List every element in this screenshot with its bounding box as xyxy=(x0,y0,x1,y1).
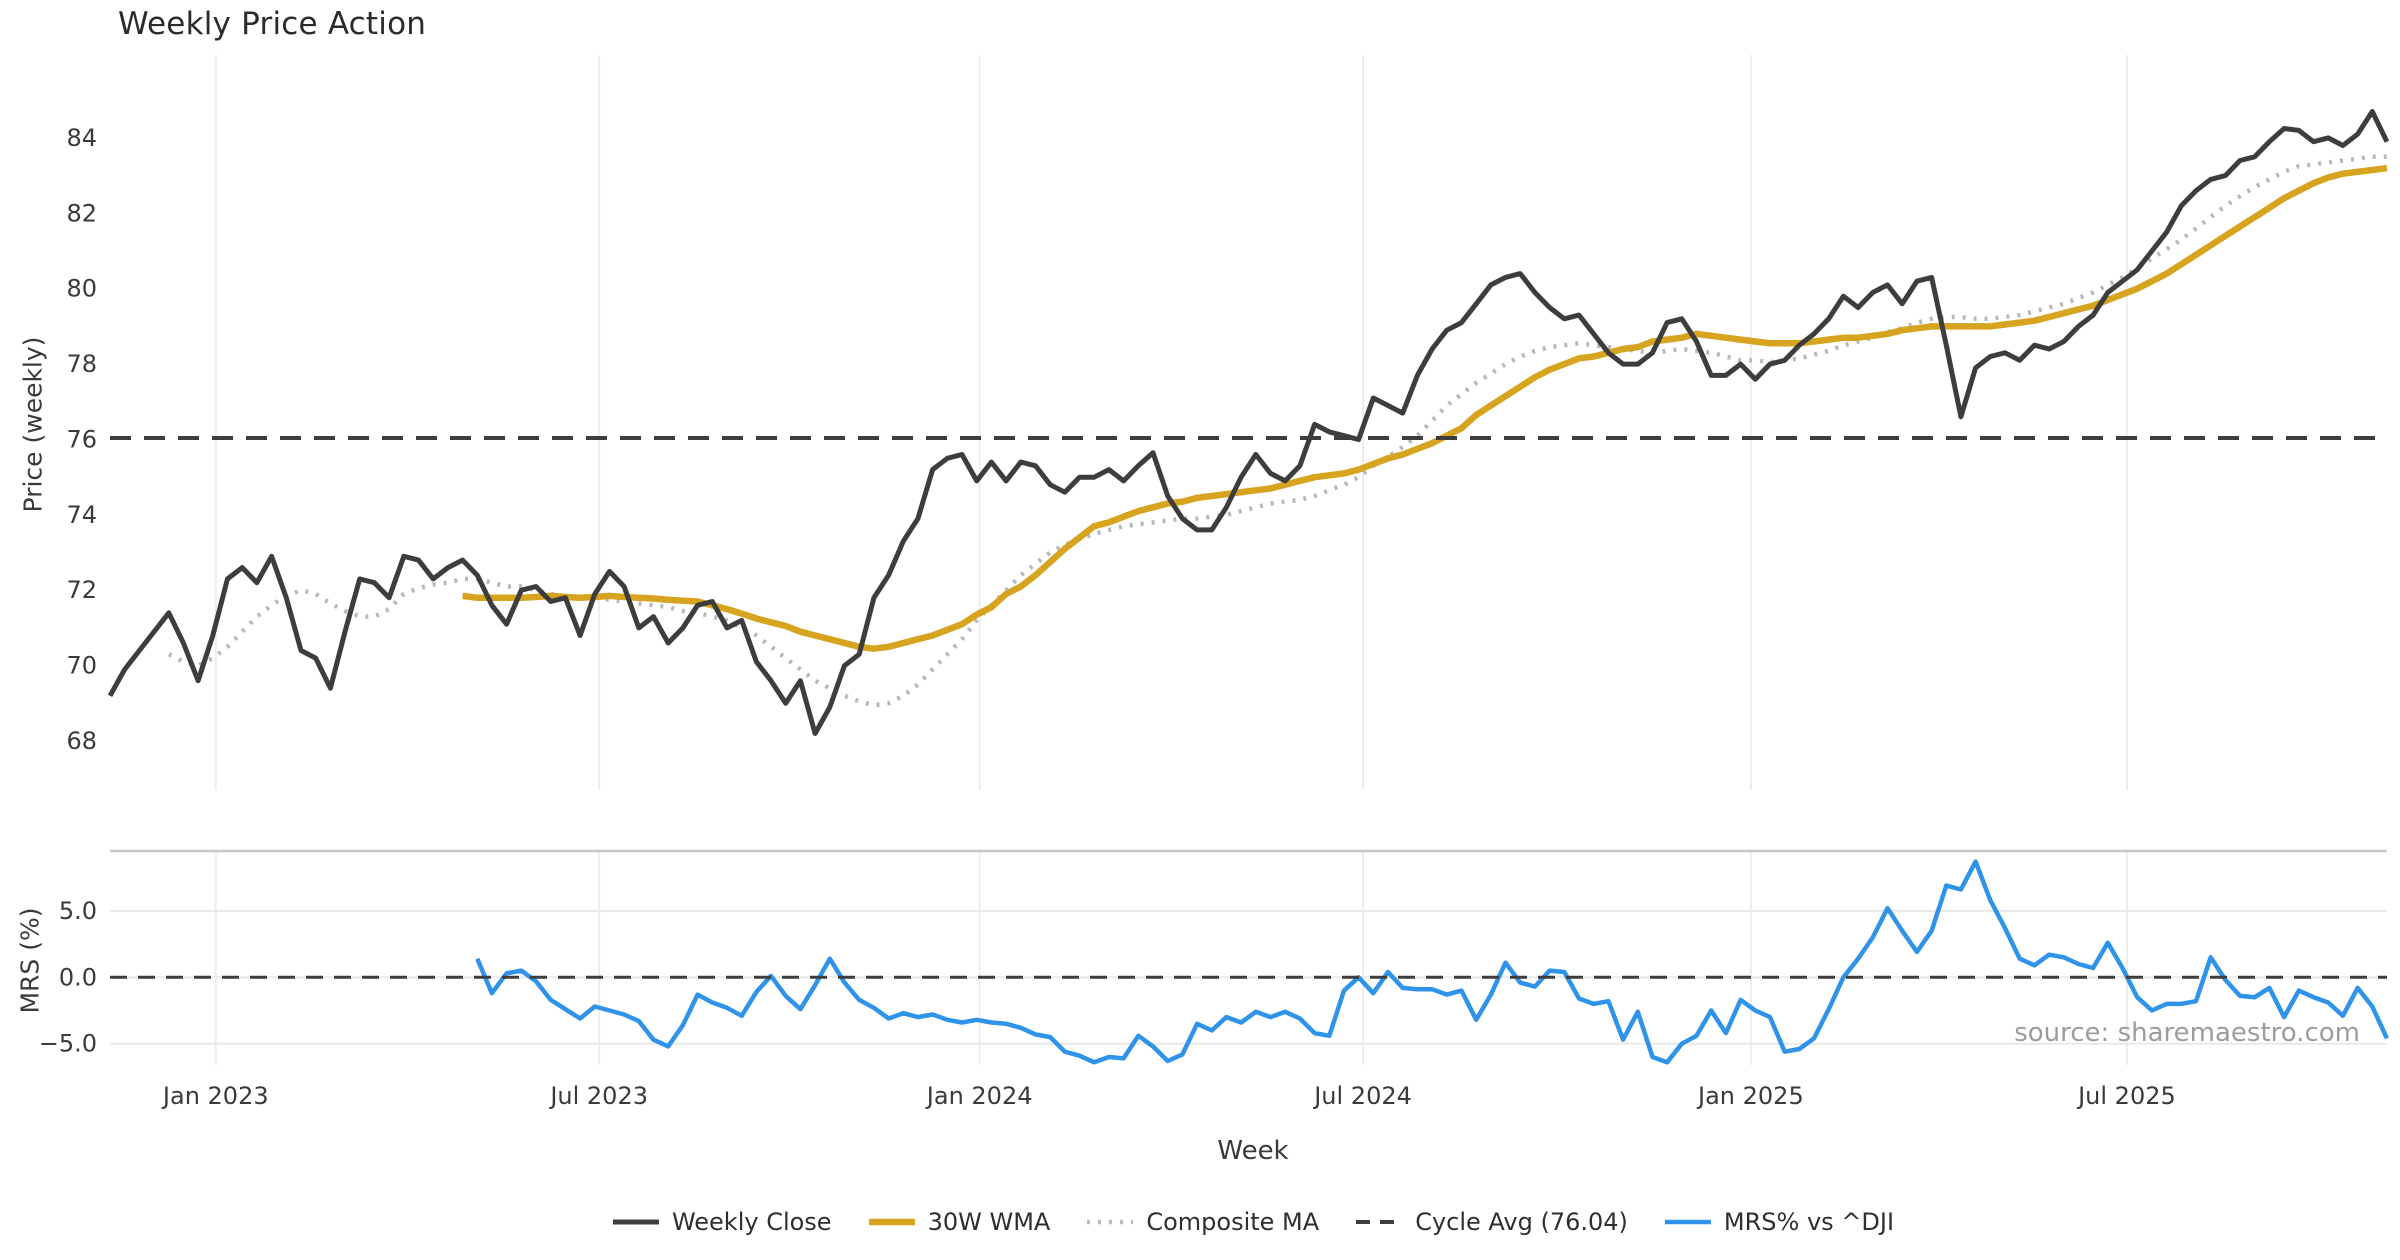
series-layer xyxy=(107,109,2390,1065)
x-axis-label: Week xyxy=(1217,1136,1289,1166)
y-tick-label: −5.0 xyxy=(39,1030,97,1058)
y-tick-label: 68 xyxy=(66,727,97,755)
mrs-axis-label: MRS (%) xyxy=(15,907,45,1014)
legend-label: Composite MA xyxy=(1146,1208,1320,1236)
chart-title: Weekly Price Action xyxy=(118,6,427,42)
y-tick-label: 78 xyxy=(66,350,97,378)
legend-item-composite-ma: Composite MA xyxy=(1086,1208,1319,1236)
x-tick-label: Jan 2024 xyxy=(925,1082,1033,1110)
y-tick-label: 84 xyxy=(66,124,97,152)
legend-item-weekly-close: Weekly Close xyxy=(612,1208,832,1236)
price-axis-label: Price (weekly) xyxy=(18,336,48,513)
x-tick-label: Jan 2025 xyxy=(1696,1082,1804,1110)
y-tick-label: 0.0 xyxy=(59,963,97,991)
y-tick-label: 70 xyxy=(66,652,97,680)
x-tick-label: Jan 2023 xyxy=(161,1082,269,1110)
legend-label: MRS% vs ^DJI xyxy=(1723,1208,1895,1236)
axis-layer: 68 70 72 74 76 78 80 82 84 5.0 0.0 −5.0 Jan 2023 Jul … xyxy=(39,124,2176,1110)
series-composite-ma xyxy=(167,154,2387,708)
source-watermark: source: sharemaestro.com xyxy=(2014,1018,2360,1048)
legend-item-mrs-vs-dji: MRS% vs ^DJI xyxy=(1664,1208,1894,1236)
y-tick-label: 72 xyxy=(66,576,97,604)
legend-swatch-line-icon xyxy=(868,1218,915,1226)
y-tick-label: 5.0 xyxy=(59,897,97,925)
legend-label: 30W WMA xyxy=(927,1208,1051,1236)
x-tick-label: Jul 2023 xyxy=(548,1082,648,1110)
legend-swatch-line-icon xyxy=(1356,1220,1403,1224)
legend-swatch-line-icon xyxy=(1664,1219,1711,1225)
legend-label: Cycle Avg (76.04) xyxy=(1415,1208,1628,1236)
y-tick-label: 76 xyxy=(66,425,97,453)
x-tick-label: Jul 2024 xyxy=(1312,1082,1412,1110)
y-tick-label: 80 xyxy=(66,275,97,303)
legend-swatch-line-icon xyxy=(1087,1219,1134,1225)
y-tick-label: 74 xyxy=(66,501,97,529)
legend-item-30w-wma: 30W WMA xyxy=(868,1208,1051,1236)
legend-swatch-line-icon xyxy=(612,1219,659,1225)
grid-layer xyxy=(110,55,2387,1065)
series-30w-wma xyxy=(462,164,2388,652)
legend-label: Weekly Close xyxy=(671,1208,832,1236)
legend: Weekly Close 30W WMA Composite MA Cycle Avg… xyxy=(612,1208,1894,1236)
legend-item-cycle-avg-76-04-: Cycle Avg (76.04) xyxy=(1355,1208,1628,1236)
y-tick-label: 82 xyxy=(66,199,97,227)
series-weekly-close xyxy=(107,109,2390,736)
series-mrs-vs-dji xyxy=(475,859,2389,1065)
x-tick-label: Jul 2025 xyxy=(2076,1082,2176,1110)
